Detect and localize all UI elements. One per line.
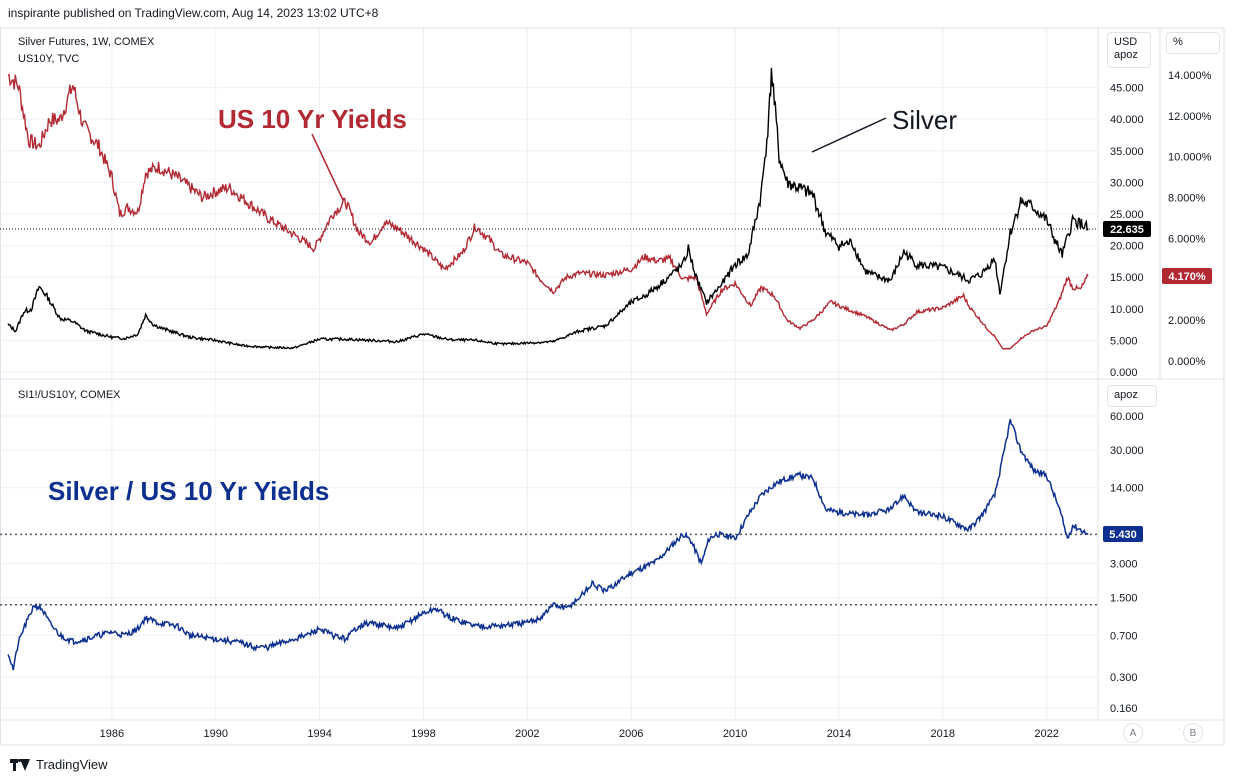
silver-price-axis: 0.000 5.000 10.000 15.000 20.000 25.000 30.000…	[1110, 83, 1144, 379]
price-tick-label: 25.000	[1110, 209, 1144, 221]
price-unit-currency: USD	[1114, 36, 1138, 48]
yield-axis: 0.000%2.000%4.000%6.000%8.000%10.000%12.…	[1168, 70, 1212, 368]
ratio-tick-label: 60.000	[1110, 411, 1144, 423]
time-tick-label: 1990	[203, 728, 227, 740]
yields-line	[7, 73, 1089, 350]
legend-us10y: US10Y, TVC	[18, 53, 79, 65]
price-tick-label: 45.000	[1110, 83, 1144, 95]
price-tick-label: 40.000	[1110, 114, 1144, 126]
time-tick-label: 2018	[931, 728, 955, 740]
yield-tick-label: 12.000%	[1168, 111, 1212, 123]
price-tick-label: 10.000	[1110, 304, 1144, 316]
ratio-tick-label: 14.000	[1110, 483, 1144, 495]
annotation-us10y: US 10 Yr Yields	[218, 104, 407, 134]
legend-ratio: SI1!/US10Y, COMEX	[18, 389, 121, 401]
yield-tick-label: 2.000%	[1168, 315, 1206, 327]
ratio-unit-label: apoz	[1114, 389, 1138, 401]
annotation-silver-arrow	[811, 117, 887, 153]
bottom-series-group	[0, 418, 1098, 671]
tradingview-brand-label: TradingView	[36, 757, 108, 772]
top-series-group	[0, 67, 1098, 350]
silver-last-value: 22.635	[1110, 224, 1144, 236]
ratio-tick-label: 0.160	[1110, 703, 1138, 715]
ratio-line	[7, 418, 1089, 671]
price-tick-label: 20.000	[1110, 241, 1144, 253]
yield-last-value-tag: 4.170%	[1162, 268, 1212, 284]
silver-last-value-tag: 22.635	[1103, 221, 1151, 237]
ratio-tick-label: 0.300	[1110, 672, 1138, 684]
ratio-tick-label: 1.500	[1110, 593, 1138, 605]
time-axis: 1986 1990 1994 1998 2002 2006 2010 2014 2018 2022	[100, 728, 1059, 740]
time-tick-label: 1994	[307, 728, 331, 740]
top-pane-grid	[0, 28, 1098, 379]
annotation-ratio: Silver / US 10 Yr Yields	[48, 476, 329, 506]
price-unit-apoz: apoz	[1114, 49, 1138, 61]
ratio-unit-button[interactable]: apoz	[1107, 385, 1157, 407]
yield-last-value: 4.170%	[1168, 271, 1206, 283]
yield-tick-label: 10.000%	[1168, 152, 1212, 164]
time-tick-label: 2010	[723, 728, 747, 740]
scale-a-button[interactable]: A	[1123, 723, 1143, 743]
price-unit-button[interactable]: USD apoz	[1107, 32, 1151, 68]
yield-unit-button[interactable]: %	[1166, 32, 1220, 54]
price-tick-label: 35.000	[1110, 146, 1144, 158]
time-tick-label: 1986	[100, 728, 124, 740]
annotation-silver: Silver	[892, 105, 957, 135]
time-tick-label: 1998	[411, 728, 435, 740]
yield-tick-label: 8.000%	[1168, 193, 1206, 205]
time-tick-label: 2006	[619, 728, 643, 740]
price-tick-label: 30.000	[1110, 177, 1144, 189]
yield-tick-label: 0.000%	[1168, 356, 1206, 368]
ratio-last-value-tag: 5.430	[1103, 526, 1143, 542]
time-tick-label: 2014	[827, 728, 851, 740]
ratio-axis: 0.160 0.300 0.700 1.500 3.000 14.000 30.000 60.…	[1110, 411, 1144, 715]
silver-line	[7, 67, 1089, 350]
price-tick-label: 5.000	[1110, 335, 1138, 347]
legend-silver: Silver Futures, 1W, COMEX	[18, 36, 155, 48]
ratio-last-value: 5.430	[1109, 529, 1137, 541]
scale-b-button[interactable]: B	[1183, 723, 1203, 743]
yield-unit-label: %	[1173, 36, 1183, 48]
price-tick-label: 15.000	[1110, 272, 1144, 284]
yield-tick-label: 14.000%	[1168, 70, 1212, 82]
tradingview-logo-icon	[10, 758, 30, 771]
time-tick-label: 2002	[515, 728, 539, 740]
ratio-tick-label: 0.700	[1110, 630, 1138, 642]
bottom-pane-grid	[0, 379, 1098, 720]
ratio-tick-label: 3.000	[1110, 559, 1138, 571]
publisher-header: inspirante published on TradingView.com,…	[8, 6, 379, 20]
time-tick-label: 2022	[1034, 728, 1058, 740]
footer-brand[interactable]: TradingView	[10, 757, 108, 772]
price-tick-label: 0.000	[1110, 367, 1138, 379]
yield-tick-label: 6.000%	[1168, 233, 1206, 245]
ratio-tick-label: 30.000	[1110, 445, 1144, 457]
annotation-us10y-arrow	[311, 133, 344, 201]
